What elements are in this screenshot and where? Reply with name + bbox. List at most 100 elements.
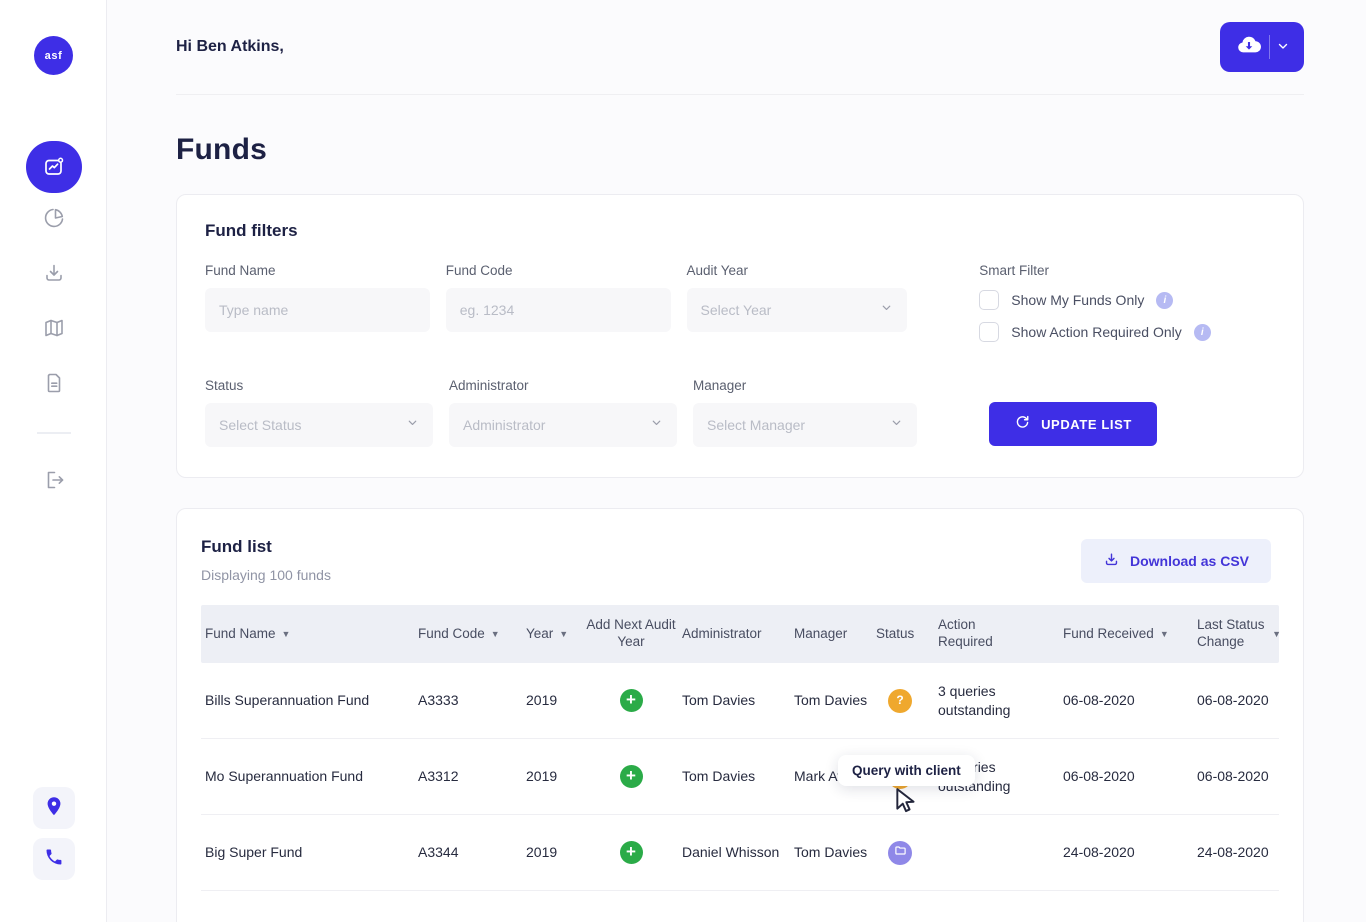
sidebar-divider xyxy=(36,432,71,434)
cloud-download-icon xyxy=(1235,32,1263,63)
fund-code-input[interactable] xyxy=(445,288,671,332)
cell-last-status-change: 24-08-2020 xyxy=(1197,844,1269,861)
chart-activity-icon xyxy=(42,155,66,179)
column-label: Last Status Change xyxy=(1197,617,1265,649)
plus-icon: + xyxy=(626,766,636,785)
status-value: Select Status xyxy=(219,417,302,433)
cell-add-next-audit-year: + xyxy=(584,841,678,864)
sidebar-item-documents[interactable] xyxy=(42,371,66,395)
audit-year-value: Select Year xyxy=(700,302,772,318)
show-my-funds-checkbox[interactable] xyxy=(979,290,1000,310)
administrator-label: Administrator xyxy=(449,378,529,393)
sidebar-item-dashboard[interactable] xyxy=(25,141,82,193)
add-audit-year-button[interactable]: + xyxy=(619,841,643,864)
audit-year-label: Audit Year xyxy=(686,263,749,278)
status-select[interactable]: Select Status xyxy=(205,403,433,447)
column-header-status: Status xyxy=(872,626,934,643)
folder-icon xyxy=(894,843,907,861)
smart-filter-label: Smart Filter xyxy=(979,263,1050,278)
cell-administrator: Tom Davies xyxy=(682,768,756,785)
show-action-required-label: Show Action Required Only xyxy=(1011,324,1182,340)
query-status-badge[interactable]: ? xyxy=(888,688,912,713)
show-action-required-checkbox[interactable] xyxy=(979,322,1000,342)
cell-fund-code: A3312 xyxy=(418,768,459,785)
sidebar-item-logout[interactable] xyxy=(42,468,66,492)
update-list-label: UPDATE LIST xyxy=(1041,416,1132,432)
manager-label: Manager xyxy=(693,378,747,393)
cell-last-status-change: 06-08-2020 xyxy=(1197,692,1269,709)
manager-field: Manager Select Manager xyxy=(693,378,917,447)
audit-year-select[interactable]: Select Year xyxy=(686,288,908,332)
cell-status: ? xyxy=(872,688,934,713)
cell-year: 2019 xyxy=(526,844,558,861)
location-button[interactable] xyxy=(33,787,75,829)
column-header-last-status-change[interactable]: Last Status Change ▼ xyxy=(1193,617,1281,651)
cell-manager: Tom Davies xyxy=(794,844,868,861)
info-icon[interactable]: i xyxy=(1193,323,1211,341)
column-label: Action Required xyxy=(938,617,993,649)
refresh-icon xyxy=(1014,414,1031,434)
info-icon[interactable]: i xyxy=(1156,291,1174,309)
phone-button[interactable] xyxy=(33,838,75,880)
cell-status xyxy=(872,840,934,865)
sort-caret-icon: ▼ xyxy=(1159,629,1169,640)
sidebar-item-downloads[interactable] xyxy=(42,261,66,285)
sidebar-item-reports[interactable] xyxy=(42,206,66,230)
cell-fund-received: 06-08-2020 xyxy=(1063,692,1135,709)
cell-administrator: Tom Davies xyxy=(682,692,756,709)
sort-caret-icon: ▼ xyxy=(559,629,569,640)
add-audit-year-button[interactable]: + xyxy=(619,689,643,712)
sidebar-nav xyxy=(0,141,107,523)
column-label: Status xyxy=(876,625,915,641)
fund-list-card: Fund list Displaying 100 funds Download … xyxy=(176,508,1304,922)
phone-icon xyxy=(44,847,64,872)
chevron-down-icon xyxy=(406,416,419,434)
logo-text: asf xyxy=(44,49,63,62)
fund-name-input[interactable] xyxy=(205,288,430,332)
plus-icon: + xyxy=(626,690,636,709)
column-header-manager: Manager xyxy=(790,626,872,643)
fund-filters-card: Fund filters Fund Name Fund Code Audit Y… xyxy=(176,194,1304,478)
administrator-value: Administrator xyxy=(463,417,546,433)
column-label: Add Next Audit Year xyxy=(586,617,676,649)
folder-status-badge[interactable] xyxy=(888,840,912,865)
download-csv-button[interactable]: Download as CSV xyxy=(1080,539,1271,583)
cell-fund-received: 24-08-2020 xyxy=(1063,844,1135,861)
fund-name-label: Fund Name xyxy=(205,263,276,278)
logout-icon xyxy=(42,468,66,492)
fund-code-field: Fund Code xyxy=(445,263,671,352)
audit-year-field: Audit Year Select Year xyxy=(686,263,908,352)
fund-list-title: Fund list xyxy=(201,537,272,556)
column-header-action-required: Action Required xyxy=(934,617,1059,651)
sidebar-item-map[interactable] xyxy=(42,316,66,340)
cell-action-required: 3 queries outstanding xyxy=(938,683,1011,718)
show-my-funds-label: Show My Funds Only xyxy=(1011,292,1145,308)
cell-fund-name: Bills Superannuation Fund xyxy=(205,692,370,709)
greeting-text: Hi Ben Atkins, xyxy=(176,38,284,55)
fund-list-subtitle: Displaying 100 funds xyxy=(201,567,331,583)
status-label: Status xyxy=(205,378,244,393)
column-header-fund-code[interactable]: Fund Code ▼ xyxy=(414,626,522,643)
filters-title: Fund filters xyxy=(205,221,298,240)
sort-caret-icon: ▼ xyxy=(1272,629,1281,640)
status-field: Status Select Status xyxy=(205,378,433,447)
column-header-year[interactable]: Year ▼ xyxy=(522,626,584,643)
manager-select[interactable]: Select Manager xyxy=(693,403,917,447)
column-header-fund-name[interactable]: Fund Name ▼ xyxy=(201,626,414,643)
table-row: Mo Superannuation Fund A3312 2019 + Tom Davi… xyxy=(201,739,1279,815)
plus-icon: + xyxy=(626,842,636,861)
document-icon xyxy=(42,371,66,395)
manager-value: Select Manager xyxy=(707,417,806,433)
download-icon xyxy=(42,261,66,285)
main-content: Hi Ben Atkins, Funds xyxy=(107,0,1366,922)
add-audit-year-button[interactable]: + xyxy=(619,765,643,788)
chevron-down-icon[interactable] xyxy=(1276,39,1290,56)
sort-caret-icon: ▼ xyxy=(490,629,500,640)
column-header-fund-received[interactable]: Fund Received ▼ xyxy=(1059,626,1193,643)
table-header-row: Fund Name ▼ Fund Code ▼ Year ▼ Add Next Audit … xyxy=(201,605,1281,663)
administrator-select[interactable]: Administrator xyxy=(449,403,677,447)
export-split-button[interactable] xyxy=(1220,22,1304,72)
status-tooltip: Query with client xyxy=(838,754,975,787)
column-label: Fund Code xyxy=(418,625,485,641)
update-list-button[interactable]: UPDATE LIST xyxy=(989,402,1157,446)
